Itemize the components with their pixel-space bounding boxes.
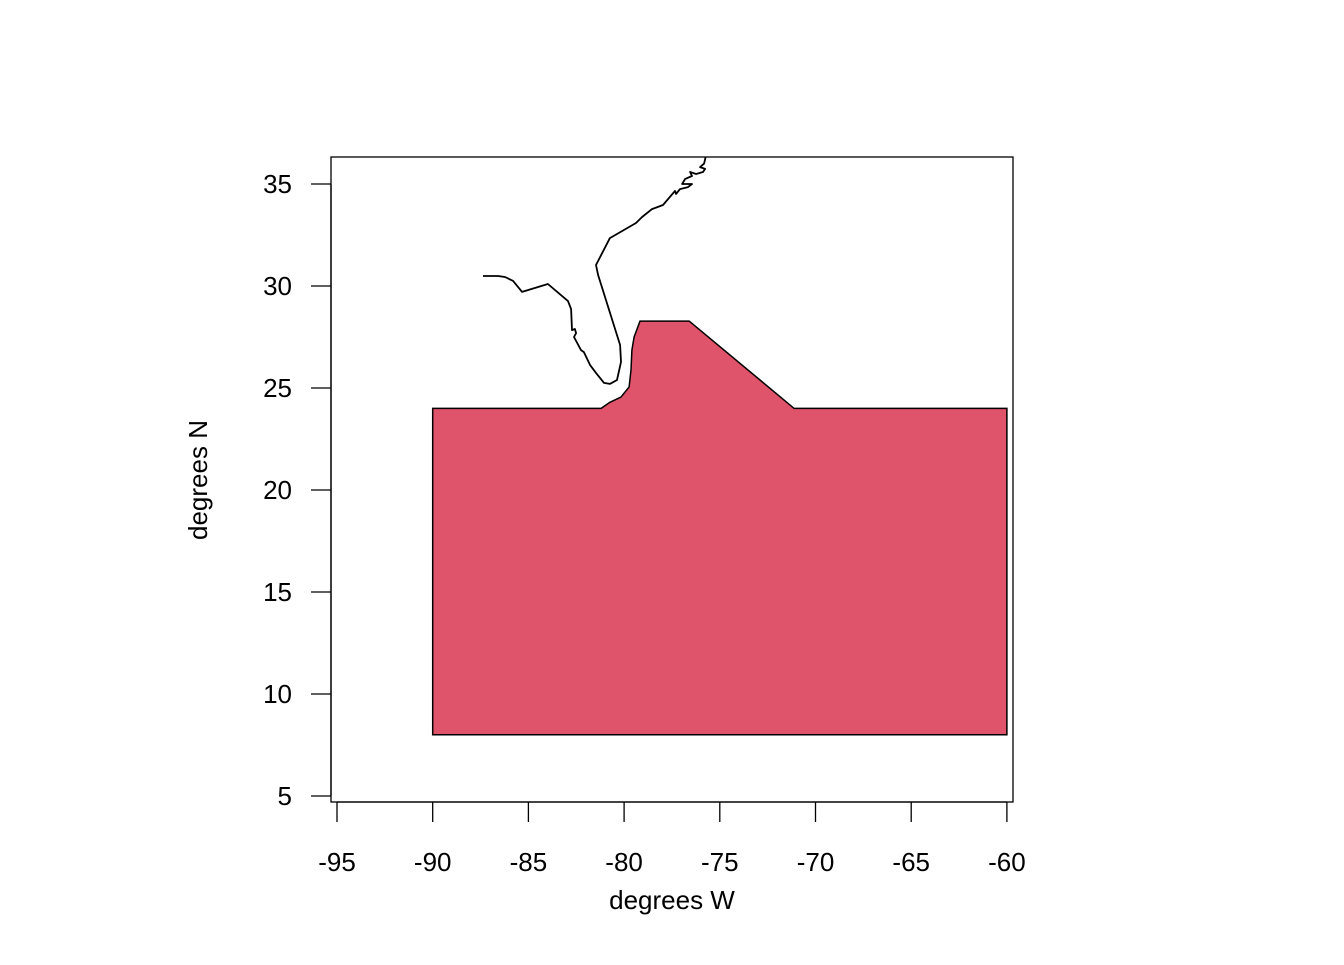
y-tick-label: 35 [263, 169, 292, 199]
x-axis-label: degrees W [609, 885, 735, 915]
region-polygon [431, 320, 1008, 736]
x-tick-label: -95 [318, 847, 356, 877]
y-tick-label: 10 [263, 679, 292, 709]
y-axis: 5 10 15 20 25 30 35 [263, 169, 332, 811]
x-tick-label: -75 [701, 847, 739, 877]
x-tick-label: -70 [797, 847, 835, 877]
x-tick-label: -85 [510, 847, 548, 877]
coastline [483, 157, 707, 385]
x-tick-label: -80 [605, 847, 643, 877]
x-tick-label: -60 [988, 847, 1026, 877]
y-axis-label: degrees N [183, 420, 213, 540]
y-tick-label: 5 [278, 781, 292, 811]
x-tick-label: -65 [892, 847, 930, 877]
y-tick-label: 15 [263, 577, 292, 607]
y-tick-label: 30 [263, 271, 292, 301]
x-axis: -95 -90 -85 -80 -75 -70 -65 -60 [318, 801, 1026, 877]
x-tick-label: -90 [414, 847, 452, 877]
y-tick-label: 20 [263, 475, 292, 505]
y-tick-label: 25 [263, 373, 292, 403]
